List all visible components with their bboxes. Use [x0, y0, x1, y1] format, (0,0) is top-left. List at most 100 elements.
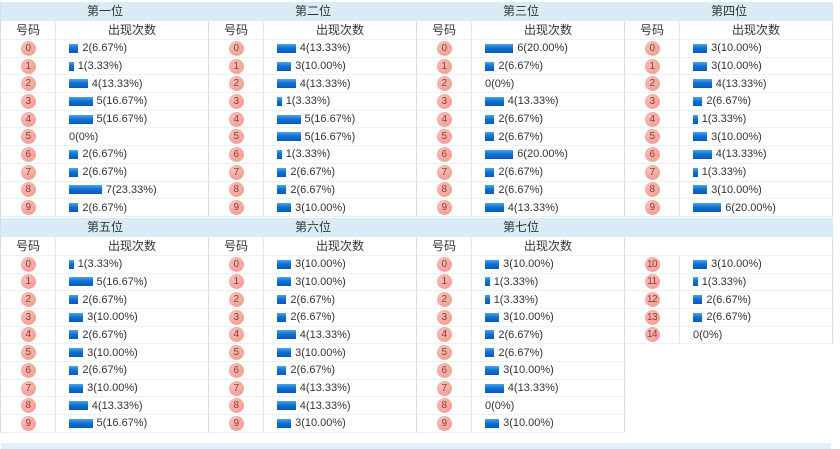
number-badge: 5 — [436, 129, 452, 145]
frequency-label: 2(6.67%) — [706, 293, 752, 306]
frequency-column-header: 出现次数 — [315, 238, 364, 253]
frequency-bar — [485, 132, 495, 142]
number-cell: 6 — [417, 362, 472, 379]
number-cell: 2 — [1, 75, 56, 93]
frequency-cell: 1(3.33%) — [56, 258, 208, 270]
table-row: 3 3(10.00%) — [1, 308, 209, 327]
frequency-bar — [277, 96, 282, 106]
number-cell: 1 — [209, 57, 264, 75]
frequency-label: 6(20.00%) — [517, 42, 568, 55]
frequency-cell: 3(10.00%) — [472, 258, 624, 270]
frequency-bar — [485, 259, 500, 269]
frequency-label: 2(6.67%) — [290, 364, 336, 377]
table-row: 7 3(10.00%) — [1, 379, 209, 398]
number-cell: 0 — [417, 40, 472, 57]
frequency-label: 0(0%) — [693, 328, 723, 341]
number-cell: 9 — [209, 415, 264, 432]
frequency-label: 2(6.67%) — [290, 311, 336, 324]
table-row: 2 0(0%) — [417, 75, 625, 94]
frequency-bar — [277, 312, 287, 322]
number-badge: 6 — [228, 146, 244, 162]
number-cell: 4 — [209, 326, 264, 344]
number-badge: 3 — [20, 309, 36, 325]
number-badge: 3 — [20, 93, 36, 109]
frequency-column-header: 出现次数 — [107, 238, 156, 253]
table-row: 0 6(20.00%) — [417, 40, 625, 58]
frequency-cell: 2(6.67%) — [472, 113, 624, 125]
frequency-bar — [277, 418, 292, 428]
number-badge: 3 — [644, 93, 660, 109]
frequency-cell: 5(16.67%) — [56, 417, 208, 429]
number-cell: 8 — [417, 397, 472, 415]
frequency-label: 3(10.00%) — [295, 275, 346, 288]
frequency-label: 6(20.00%) — [517, 148, 568, 161]
table-rows: 0 4(13.33%) 1 3(10.00%) 2 4(13.33%) 3 1(… — [209, 40, 417, 217]
frequency-bar — [277, 149, 282, 159]
table-column-headers: 号码 出现次数 — [625, 21, 833, 40]
frequency-bar — [69, 79, 88, 89]
frequency-label: 4(13.33%) — [299, 77, 351, 90]
table-row: 7 4(13.33%) — [417, 379, 625, 398]
number-badge: 0 — [20, 40, 36, 56]
frequency-cell: 5(16.67%) — [56, 95, 208, 107]
table-column-headers: 号码 出现次数 — [209, 236, 417, 256]
frequency-label: 5(16.67%) — [96, 417, 148, 430]
number-cell: 3 — [417, 308, 472, 326]
frequency-bar — [277, 185, 287, 195]
number-badge: 8 — [644, 182, 660, 198]
table-rows: 10 3(10.00%) 11 1(3.33%) 12 2(6.67%) 13 … — [625, 255, 833, 345]
table-row: 9 3(10.00%) — [417, 415, 625, 433]
frequency-bar — [485, 61, 495, 71]
frequency-cell: 5(16.67%) — [56, 113, 208, 125]
frequency-bar — [69, 401, 88, 411]
table-row: 0 3(10.00%) — [625, 40, 833, 58]
frequency-column-header: 出现次数 — [731, 23, 780, 37]
table-row: 8 3(10.00%) — [625, 181, 833, 200]
frequency-bar — [277, 167, 287, 177]
position-table: 第五位 号码 出现次数 0 1(3.33%) 1 5(16.67%) 2 2(6… — [1, 217, 209, 433]
frequency-label: 2(6.67%) — [82, 364, 128, 377]
number-badge: 6 — [228, 362, 244, 378]
number-badge: 0 — [436, 40, 452, 56]
position-table: 第四位 号码 出现次数 0 3(10.00%) 1 3(10.00%) 2 4(… — [625, 2, 833, 217]
table-row: 8 4(13.33%) — [209, 397, 417, 416]
number-cell: 6 — [209, 146, 264, 163]
number-cell: 7 — [209, 163, 264, 181]
table-row: 5 2(6.67%) — [417, 344, 625, 362]
number-badge: 7 — [228, 380, 244, 396]
frequency-bar — [277, 365, 287, 375]
table-row: 6 4(13.33%) — [625, 146, 833, 164]
number-badge: 8 — [228, 182, 244, 198]
number-badge: 2 — [644, 76, 660, 92]
number-badge: 9 — [644, 200, 660, 216]
number-cell: 8 — [417, 181, 472, 199]
frequency-label: 1(3.33%) — [493, 293, 539, 306]
frequency-label: 3(10.00%) — [503, 417, 554, 430]
number-cell: 5 — [625, 128, 680, 146]
number-cell: 1 — [625, 57, 680, 75]
table-row: 0 1(3.33%) — [1, 255, 209, 274]
table-row: 1 1(3.33%) — [1, 57, 209, 76]
number-cell: 12 — [625, 291, 680, 308]
number-cell: 0 — [209, 255, 264, 273]
number-badge: 14 — [644, 327, 660, 343]
table-row: 12 2(6.67%) — [625, 291, 833, 309]
number-badge: 4 — [20, 111, 36, 127]
frequency-cell: 2(6.67%) — [264, 184, 416, 196]
frequency-cell: 1(3.33%) — [680, 276, 832, 288]
table-column-headers: 号码 出现次数 — [417, 236, 625, 256]
frequency-bar — [693, 312, 703, 322]
frequency-cell: 4(13.33%) — [264, 78, 416, 90]
frequency-bar — [277, 79, 296, 89]
table-rows: 0 3(10.00%) 1 3(10.00%) 2 2(6.67%) 3 2(6… — [209, 255, 417, 433]
frequency-bar — [277, 203, 292, 213]
number-badge: 8 — [20, 398, 36, 414]
table-row: 7 1(3.33%) — [625, 163, 833, 182]
number-badge: 1 — [228, 58, 244, 74]
frequency-bar — [69, 149, 79, 159]
frequency-label: 1(3.33%) — [77, 258, 123, 271]
number-badge: 7 — [436, 164, 452, 180]
table-row: 2 4(13.33%) — [1, 75, 209, 94]
table-row: 8 2(6.67%) — [209, 181, 417, 200]
